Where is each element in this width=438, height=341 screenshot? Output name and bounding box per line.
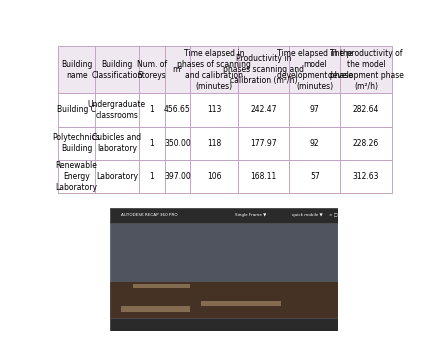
Text: Productivity in
phases scanning and
calibration (m²/h): Productivity in phases scanning and cali…: [223, 54, 303, 85]
Bar: [289, 46, 339, 93]
Text: 118: 118: [206, 139, 221, 148]
Text: 312.63: 312.63: [352, 172, 378, 181]
Bar: [289, 160, 339, 193]
Text: 106: 106: [206, 172, 221, 181]
Text: AUTODESK RECAP 360 PRO: AUTODESK RECAP 360 PRO: [121, 213, 177, 217]
Bar: [58, 160, 391, 193]
Bar: [164, 160, 190, 193]
Text: Building
Classification: Building Classification: [91, 60, 142, 80]
Bar: [132, 284, 189, 288]
Bar: [237, 127, 289, 160]
Text: 350.00: 350.00: [164, 139, 190, 148]
Text: Num. of
Storeys: Num. of Storeys: [136, 60, 166, 80]
Text: 242.47: 242.47: [250, 105, 276, 114]
Text: Building
name: Building name: [61, 60, 92, 80]
Bar: [164, 46, 190, 93]
Bar: [138, 160, 164, 193]
Text: Time elapsed in the
model
development phase
(minutes): Time elapsed in the model development ph…: [276, 48, 352, 91]
Text: 57: 57: [309, 172, 319, 181]
Text: Building C: Building C: [57, 105, 96, 114]
Bar: [164, 127, 190, 160]
Bar: [58, 127, 95, 160]
Text: The productivity of
the model
development phase
(m²/h): The productivity of the model developmen…: [327, 48, 403, 91]
Bar: [121, 306, 189, 312]
Text: 177.97: 177.97: [250, 139, 276, 148]
Text: Renewable
Energy
Laboratory: Renewable Energy Laboratory: [56, 161, 97, 192]
Bar: [164, 93, 190, 127]
Text: 92: 92: [309, 139, 319, 148]
Text: 456.65: 456.65: [164, 105, 190, 114]
Text: Cubicles and
laboratory: Cubicles and laboratory: [92, 133, 141, 153]
Bar: [289, 127, 339, 160]
Text: 97: 97: [309, 105, 319, 114]
Bar: [138, 46, 164, 93]
Text: Undergraduate
classrooms: Undergraduate classrooms: [88, 100, 145, 120]
Text: 1: 1: [149, 172, 154, 181]
Text: 1: 1: [149, 105, 154, 114]
Text: Time elapsed in
phases of scanning
and calibration
(minutes): Time elapsed in phases of scanning and c…: [177, 48, 251, 91]
Bar: [95, 46, 138, 93]
Bar: [58, 46, 95, 93]
Bar: [339, 160, 391, 193]
Bar: [339, 127, 391, 160]
Bar: [110, 208, 337, 282]
Bar: [138, 127, 164, 160]
Bar: [289, 93, 339, 127]
Text: quick mobile ▼: quick mobile ▼: [292, 213, 322, 217]
Text: 1: 1: [149, 139, 154, 148]
Bar: [190, 93, 237, 127]
Bar: [138, 93, 164, 127]
Bar: [58, 93, 391, 127]
Bar: [58, 160, 95, 193]
Text: m²: m²: [172, 65, 182, 74]
Bar: [95, 160, 138, 193]
Bar: [237, 46, 289, 93]
Bar: [201, 301, 280, 306]
Bar: [58, 46, 391, 93]
Bar: [339, 93, 391, 127]
Text: 228.26: 228.26: [352, 139, 378, 148]
Text: × □: × □: [328, 213, 337, 217]
Bar: [58, 127, 391, 160]
Bar: [190, 46, 237, 93]
Bar: [95, 127, 138, 160]
Text: 168.11: 168.11: [250, 172, 276, 181]
Bar: [95, 93, 138, 127]
Bar: [110, 318, 337, 331]
Text: 397.00: 397.00: [164, 172, 190, 181]
Text: 282.64: 282.64: [352, 105, 378, 114]
Bar: [58, 93, 95, 127]
Bar: [110, 208, 337, 223]
Bar: [237, 160, 289, 193]
Bar: [190, 127, 237, 160]
Bar: [110, 282, 337, 331]
Text: Single Frame ▼: Single Frame ▼: [235, 213, 266, 217]
Text: 113: 113: [206, 105, 221, 114]
Bar: [339, 46, 391, 93]
Bar: [190, 160, 237, 193]
Text: Laboratory: Laboratory: [95, 172, 138, 181]
Bar: [237, 93, 289, 127]
Text: Polytechnics
Building: Polytechnics Building: [53, 133, 100, 153]
